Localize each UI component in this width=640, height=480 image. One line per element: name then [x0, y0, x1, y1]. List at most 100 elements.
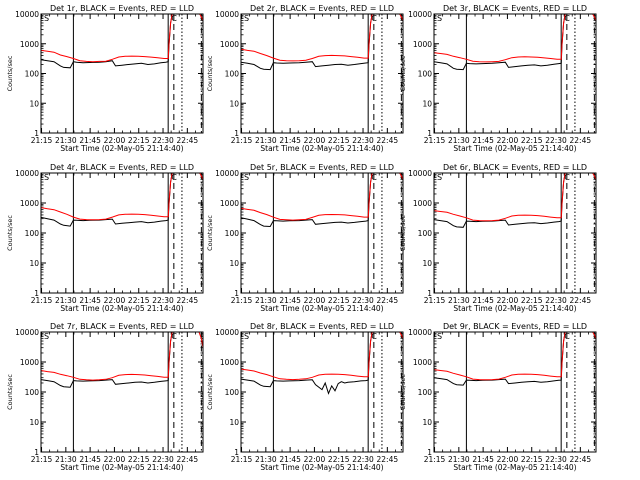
panel-det-6: Det 6r, BLACK = Events, RED = LLD 1 10 100 1…: [399, 163, 597, 313]
panel-det-5: Det 5r, BLACK = Events, RED = LLD 1 10 100 1…: [206, 163, 404, 313]
x-tick-label: 22:45: [177, 455, 199, 464]
series-line-events: [241, 173, 373, 228]
x-tick-label: 22:00: [104, 455, 126, 464]
x-tick-label: 22:00: [304, 455, 326, 464]
panel-title: Det 2r, BLACK = Events, RED = LLD: [250, 4, 394, 13]
y-tick-label: 1: [427, 289, 432, 298]
y-tick-label: 1: [427, 129, 432, 138]
x-tick-label: 22:15: [328, 136, 350, 145]
y-tick-label: 1000: [20, 358, 39, 367]
x-tick-label: 21:45: [79, 136, 101, 145]
x-tick-label: 22:30: [152, 136, 174, 145]
y-tick-label: 100: [418, 70, 433, 79]
x-tick-label: 22:30: [545, 296, 567, 305]
y-axis-label: Counts/sec: [6, 374, 14, 410]
x-axis-label: Start Time (02-May-05 21:14:40): [260, 144, 383, 153]
plot-frame: [433, 172, 597, 294]
x-tick-label: 21:15: [31, 455, 53, 464]
y-tick-label: 1000: [413, 199, 432, 208]
x-tick-label: 22:30: [152, 455, 174, 464]
x-axis-label: Start Time (02-May-05 21:14:40): [453, 144, 576, 153]
series-line-lld: [434, 14, 596, 63]
x-tick-label: 21:30: [255, 455, 277, 464]
x-tick-label: 22:30: [152, 296, 174, 305]
x-tick-label: 22:15: [521, 136, 543, 145]
x-tick-label: 21:45: [279, 455, 301, 464]
marker-s: S: [244, 332, 249, 341]
plot-frame: [40, 13, 204, 134]
marker-s: S: [44, 332, 49, 341]
series-line-lld: [241, 14, 403, 62]
y-axis-label: Counts/sec: [399, 374, 407, 410]
y-tick-label: 10000: [408, 328, 432, 337]
y-tick-label: 10000: [408, 10, 432, 19]
panel-title: Det 5r, BLACK = Events, RED = LLD: [250, 163, 394, 172]
panel-det-1: Det 1r, BLACK = Events, RED = LLD 1 10 100 1…: [6, 4, 204, 153]
x-tick-label: 21:45: [472, 136, 494, 145]
x-tick-label: 22:45: [177, 136, 199, 145]
x-tick-label: 21:45: [279, 136, 301, 145]
y-tick-label: 100: [418, 229, 433, 238]
x-tick-label: 22:45: [570, 136, 592, 145]
x-tick-label: 22:00: [497, 136, 519, 145]
x-tick-label: 21:15: [31, 136, 53, 145]
series-line-lld: [41, 173, 203, 221]
x-tick-label: 21:15: [424, 455, 446, 464]
y-tick-label: 100: [418, 388, 433, 397]
x-tick-label: 21:45: [79, 455, 101, 464]
y-tick-label: 10000: [215, 328, 239, 337]
y-tick-label: 1000: [413, 358, 432, 367]
x-tick-label: 22:15: [521, 455, 543, 464]
x-tick-label: 22:45: [377, 455, 399, 464]
x-tick-label: 22:15: [328, 455, 350, 464]
y-tick-label: 10: [29, 99, 39, 108]
x-tick-label: 22:45: [377, 136, 399, 145]
y-tick-label: 1: [234, 448, 239, 457]
marker-s: S: [437, 173, 442, 182]
series-line-events: [41, 332, 173, 388]
series-line-lld: [41, 14, 203, 63]
y-tick-label: 10: [29, 418, 39, 427]
plot-frame: [240, 331, 404, 453]
y-tick-label: 10000: [215, 10, 239, 19]
y-tick-label: 10000: [215, 169, 239, 178]
y-tick-label: 10: [229, 99, 239, 108]
panel-det-4: Det 4r, BLACK = Events, RED = LLD 1 10 100 1…: [6, 163, 204, 313]
x-tick-label: 21:15: [231, 455, 253, 464]
y-tick-label: 10: [229, 418, 239, 427]
x-tick-label: 22:15: [521, 296, 543, 305]
x-axis-label: Start Time (02-May-05 21:14:40): [60, 304, 183, 313]
y-tick-label: 10000: [15, 328, 39, 337]
panel-title: Det 3r, BLACK = Events, RED = LLD: [443, 4, 587, 13]
marker-c: C: [171, 173, 177, 182]
x-axis-label: Start Time (02-May-05 21:14:40): [453, 463, 576, 472]
y-tick-label: 10000: [15, 10, 39, 19]
y-tick-label: 10: [422, 99, 432, 108]
marker-c: C: [564, 332, 570, 341]
y-tick-label: 1000: [20, 40, 39, 49]
x-tick-label: 21:45: [472, 455, 494, 464]
x-tick-label: 22:30: [352, 455, 374, 464]
x-tick-label: 22:15: [128, 455, 150, 464]
y-tick-label: 1: [234, 289, 239, 298]
marker-c: C: [171, 14, 177, 23]
x-axis-label: Start Time (02-May-05 21:14:40): [60, 463, 183, 472]
x-tick-label: 21:15: [31, 296, 53, 305]
y-axis-label: Counts/sec: [206, 215, 214, 251]
x-tick-label: 22:30: [545, 455, 567, 464]
x-tick-label: 22:00: [497, 296, 519, 305]
x-tick-label: 22:00: [304, 296, 326, 305]
y-tick-label: 1: [34, 289, 39, 298]
panel-det-9: Det 9r, BLACK = Events, RED = LLD 1 10 100 1…: [399, 322, 597, 472]
x-tick-label: 21:15: [424, 296, 446, 305]
y-tick-label: 1000: [20, 199, 39, 208]
y-tick-label: 100: [25, 388, 40, 397]
x-tick-label: 22:00: [304, 136, 326, 145]
series-line-events: [241, 14, 373, 71]
series-line-events: [41, 173, 173, 227]
panel-title: Det 8r, BLACK = Events, RED = LLD: [250, 322, 394, 331]
y-tick-label: 10: [29, 259, 39, 268]
y-tick-label: 10000: [408, 169, 432, 178]
x-tick-label: 21:30: [448, 296, 470, 305]
x-axis-label: Start Time (02-May-05 21:14:40): [60, 144, 183, 153]
